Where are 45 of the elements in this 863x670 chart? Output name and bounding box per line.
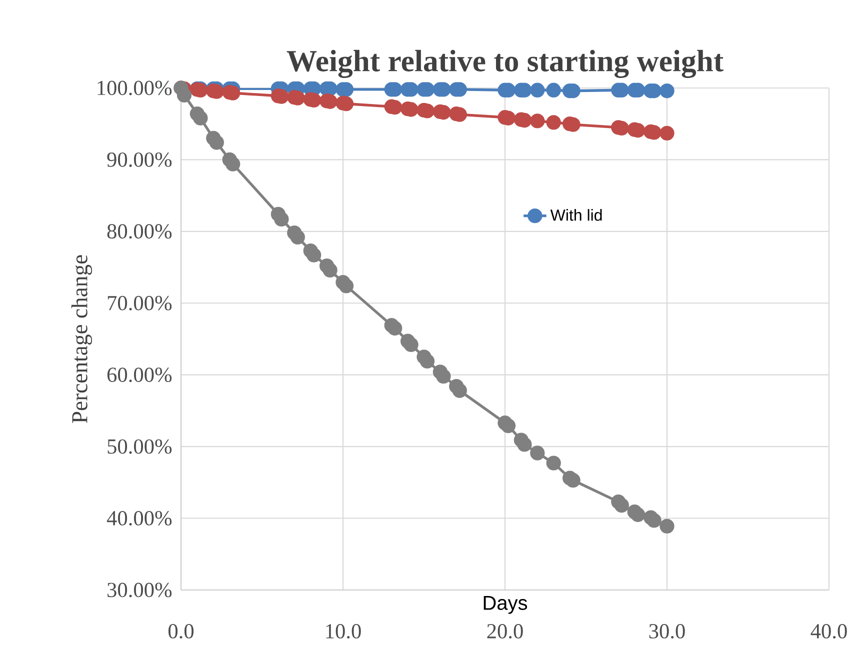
- y-tick-label: 100.00%: [98, 80, 172, 96]
- y-tick-label: 80.00%: [107, 224, 172, 239]
- point: [660, 518, 674, 534]
- y-tick-label: 30.00%: [108, 582, 172, 598]
- point: [452, 383, 467, 398]
- point: [209, 135, 224, 150]
- x-tick-label: 10.0: [326, 624, 361, 639]
- point: [530, 114, 545, 128]
- point: [530, 82, 545, 98]
- point: [388, 320, 402, 336]
- x-tick-label: 40.0: [810, 624, 847, 639]
- x-tick-label: 20.0: [487, 624, 523, 639]
- point: [420, 354, 435, 369]
- y-axis-title: Percentage change: [71, 255, 92, 423]
- y-tick-label: 50.00%: [108, 439, 172, 454]
- point: [530, 446, 545, 460]
- point: [517, 437, 532, 452]
- point: [630, 507, 646, 522]
- y-tick-label: 90.00%: [107, 152, 172, 167]
- point: [614, 498, 629, 513]
- point: [546, 456, 561, 470]
- point: [566, 472, 580, 488]
- point: [290, 230, 305, 244]
- point: [660, 126, 674, 141]
- point: [546, 115, 561, 130]
- point: [660, 84, 674, 98]
- y-tick-label: 70.00%: [108, 296, 172, 310]
- y-tick-label: 60.00%: [107, 368, 172, 382]
- point: [193, 110, 208, 126]
- point: [546, 82, 561, 98]
- point: [646, 513, 662, 528]
- chart-title: Weight relative to starting weight: [286, 50, 724, 78]
- point: [322, 262, 338, 278]
- point: [274, 212, 289, 227]
- x-axis-title: Days: [484, 596, 528, 614]
- point: [404, 337, 418, 352]
- point: [226, 156, 240, 172]
- y-tick-label: 40.00%: [106, 511, 172, 526]
- point: [338, 278, 354, 294]
- legend-label: With lid: [550, 209, 602, 221]
- point: [436, 368, 451, 384]
- point: [306, 248, 322, 262]
- x-tick-label: 0.0: [168, 624, 194, 639]
- x-tick-label: 30.0: [649, 624, 685, 639]
- point: [500, 418, 516, 434]
